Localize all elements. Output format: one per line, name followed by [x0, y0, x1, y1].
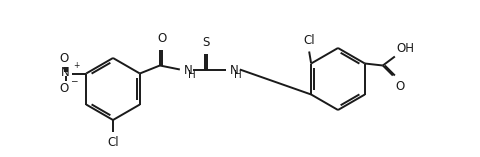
Text: O: O [60, 51, 69, 65]
Text: Cl: Cl [303, 35, 315, 48]
Text: N: N [229, 64, 238, 77]
Text: S: S [202, 36, 210, 49]
Text: N: N [60, 66, 69, 79]
Text: +: + [73, 60, 80, 70]
Text: N: N [183, 64, 192, 77]
Text: O: O [60, 82, 69, 95]
Text: O: O [396, 79, 405, 92]
Text: H: H [188, 70, 196, 79]
Text: −: − [70, 76, 78, 85]
Text: O: O [157, 32, 167, 46]
Text: Cl: Cl [107, 136, 119, 149]
Text: H: H [234, 70, 242, 79]
Text: OH: OH [397, 41, 415, 54]
